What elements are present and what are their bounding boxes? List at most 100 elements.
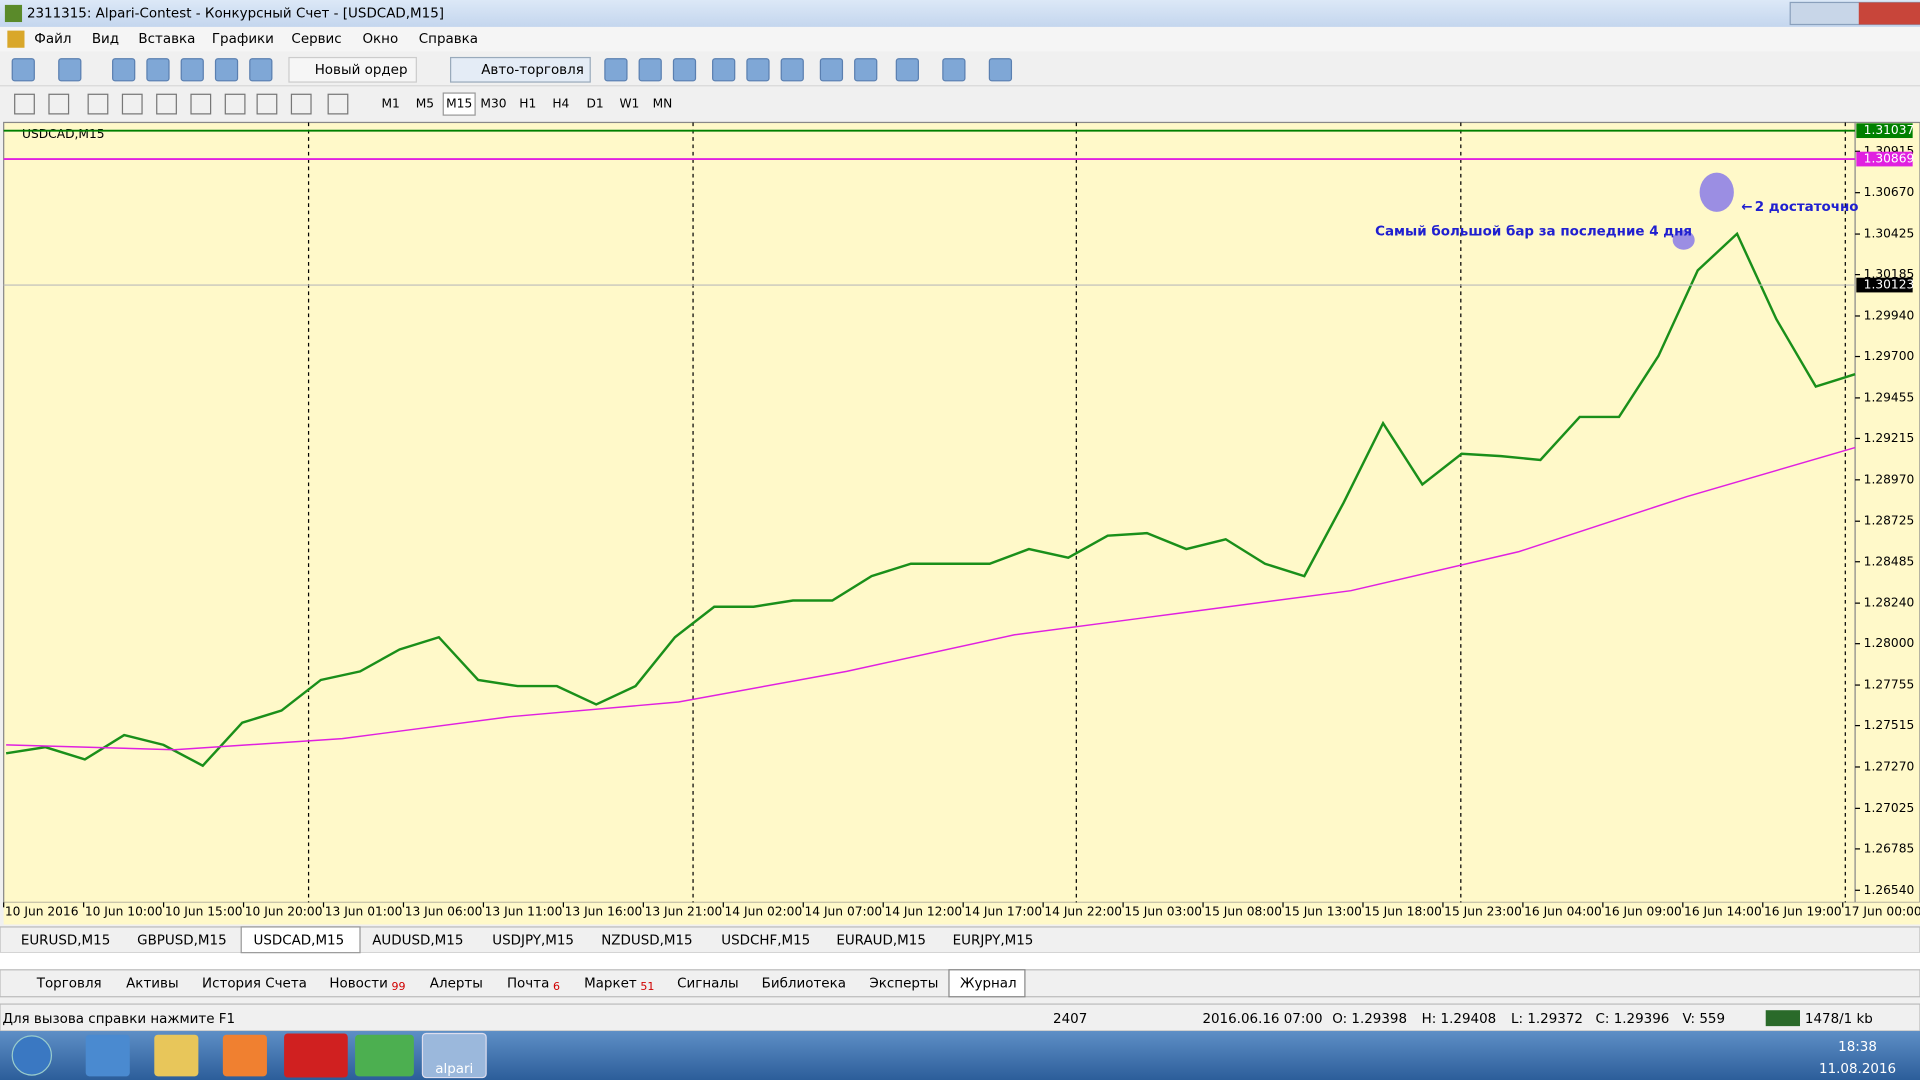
start-button[interactable] xyxy=(11,1035,53,1076)
toolbar-button[interactable] xyxy=(780,58,804,82)
toolbar-button[interactable] xyxy=(11,58,35,82)
taskbar-app[interactable] xyxy=(355,1034,414,1077)
tool-button[interactable] xyxy=(87,93,109,115)
toolbar-button[interactable] xyxy=(746,58,770,82)
toolbar-button[interactable] xyxy=(249,58,273,82)
symbol-tab[interactable]: AUDUSD,M15 xyxy=(372,933,463,948)
toolbar-button[interactable] xyxy=(638,58,662,82)
terminal-tab[interactable]: Сигналы xyxy=(677,976,738,991)
tool-button[interactable] xyxy=(121,93,143,115)
timeframe-button[interactable]: D1 xyxy=(586,97,603,111)
terminal-tab[interactable]: Новости xyxy=(329,976,387,991)
terminal-tab[interactable]: Торговля xyxy=(36,976,102,991)
highlight-mark xyxy=(1672,230,1695,250)
taskbar-app[interactable] xyxy=(85,1034,130,1077)
clock-date: 11.08.2016 xyxy=(1819,1062,1896,1077)
tool-button[interactable] xyxy=(327,93,349,115)
terminal-tab[interactable]: Библиотека xyxy=(762,975,846,991)
y-tick-label: 1.29215 xyxy=(1864,431,1915,445)
symbol-tab[interactable]: GBPUSD,M15 xyxy=(137,933,227,948)
toolbar-button[interactable] xyxy=(672,58,697,82)
toolbar-button[interactable] xyxy=(214,58,239,82)
tool-button[interactable] xyxy=(190,93,212,115)
toolbar-button[interactable] xyxy=(819,58,844,82)
menu-item[interactable]: Вид xyxy=(92,32,119,47)
app-icon xyxy=(4,4,23,23)
toolbar-button[interactable] xyxy=(146,58,170,82)
menu-item[interactable]: Окно xyxy=(362,32,398,47)
toolbar-button[interactable] xyxy=(942,58,966,82)
x-tick-label: 15 Jun 08:00 xyxy=(1204,905,1282,919)
highlight-mark xyxy=(1699,172,1734,212)
toolbar-button[interactable] xyxy=(604,58,628,82)
window-title: 2311315: Alpari-Contest - Конкурсный Сче… xyxy=(27,6,444,21)
y-tick-label: 1.27515 xyxy=(1864,718,1915,732)
tool-button[interactable] xyxy=(48,93,70,115)
price-level-tag xyxy=(1856,151,1913,167)
timeframe-button[interactable]: W1 xyxy=(619,97,639,111)
timeframe-button[interactable]: M30 xyxy=(480,97,506,111)
terminal-tab[interactable]: Активы xyxy=(126,976,178,991)
symbol-tab[interactable]: EURJPY,M15 xyxy=(953,933,1034,948)
tab-badge: 51 xyxy=(640,980,654,993)
timeframe-button[interactable]: M15 xyxy=(446,97,472,111)
x-tick-label: 15 Jun 23:00 xyxy=(1444,905,1522,919)
timeframe-button[interactable]: H4 xyxy=(552,97,569,111)
toolbar-label[interactable]: Авто-торговля xyxy=(481,63,584,78)
taskbar-app[interactable] xyxy=(284,1033,348,1078)
close-button[interactable] xyxy=(1858,2,1920,25)
tab-badge: 99 xyxy=(392,980,406,993)
toolbar-button[interactable] xyxy=(180,58,204,82)
tool-button[interactable] xyxy=(290,93,312,115)
symbol-tab[interactable]: USDJPY,M15 xyxy=(492,933,574,948)
toolbar-button[interactable] xyxy=(854,58,878,82)
clock-time: 18:38 xyxy=(1838,1040,1877,1055)
symbol-tab[interactable]: EURAUD,M15 xyxy=(836,933,926,948)
y-tick-label: 1.30670 xyxy=(1864,185,1915,199)
toolbar-button[interactable] xyxy=(112,58,136,82)
terminal-tab[interactable]: Маркет xyxy=(584,976,637,991)
toolbar-label[interactable]: Новый ордер xyxy=(315,63,408,78)
x-tick-label: 10 Jun 2016 xyxy=(5,905,79,919)
timeframe-button[interactable]: M1 xyxy=(381,97,399,111)
menu-item[interactable]: Файл xyxy=(34,32,71,47)
toolbar-button[interactable] xyxy=(895,58,919,82)
menu-item[interactable]: Справка xyxy=(419,32,478,47)
toolbar-button[interactable] xyxy=(712,58,736,82)
toolbar-button[interactable] xyxy=(988,58,1013,82)
toolbar-button[interactable] xyxy=(58,58,82,82)
symbol-tab[interactable]: USDCAD,M15 xyxy=(253,933,344,948)
price-level-tag xyxy=(1856,123,1913,139)
toolbar-button[interactable] xyxy=(288,56,417,83)
terminal-tab[interactable]: История Счета xyxy=(202,976,307,991)
toolbar-button[interactable] xyxy=(450,56,591,83)
tool-button[interactable] xyxy=(14,93,35,115)
symbol-tab[interactable]: USDCHF,M15 xyxy=(721,933,810,948)
x-tick-label: 15 Jun 03:00 xyxy=(1124,905,1202,919)
x-tick-label: 13 Jun 11:00 xyxy=(485,905,563,919)
timeframe-button[interactable]: H1 xyxy=(519,97,536,111)
tool-button[interactable] xyxy=(156,93,177,115)
menu-item[interactable]: Вставка xyxy=(138,32,195,47)
timeframe-button[interactable]: M5 xyxy=(416,97,434,111)
taskbar-app[interactable] xyxy=(222,1034,267,1077)
tool-button[interactable] xyxy=(224,93,246,115)
menu-icon xyxy=(7,30,25,48)
taskbar-app[interactable] xyxy=(421,1032,487,1079)
x-tick-label: 14 Jun 17:00 xyxy=(964,905,1042,919)
symbol-tab[interactable]: NZDUSD,M15 xyxy=(601,933,692,948)
terminal-tab[interactable]: Эксперты xyxy=(869,976,938,991)
price-line xyxy=(5,231,1856,768)
terminal-tab[interactable]: Журнал xyxy=(960,976,1017,991)
menu-item[interactable]: Графики xyxy=(212,32,274,47)
x-tick-label: 15 Jun 13:00 xyxy=(1284,905,1362,919)
timeframe-button[interactable]: MN xyxy=(653,97,673,111)
taskbar-app[interactable] xyxy=(154,1034,199,1077)
symbol-tab[interactable]: EURUSD,M15 xyxy=(21,933,110,948)
terminal-tab[interactable]: Алерты xyxy=(430,976,483,991)
taskbar-app-label: alpari xyxy=(435,1062,473,1077)
tool-button[interactable] xyxy=(256,93,278,115)
menu-item[interactable]: Сервис xyxy=(291,32,341,47)
terminal-tab[interactable]: Почта xyxy=(507,976,549,991)
